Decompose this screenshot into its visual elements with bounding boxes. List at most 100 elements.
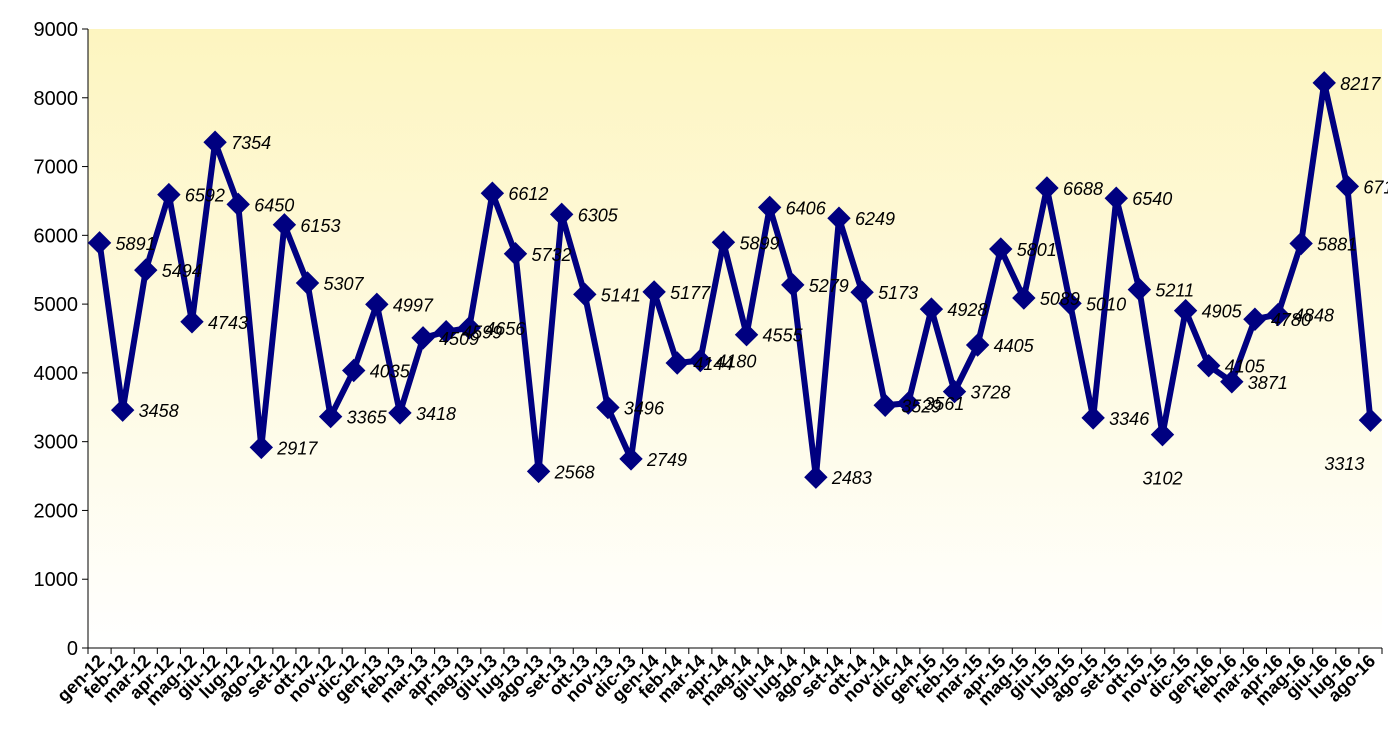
data-point-marker <box>226 192 250 217</box>
data-point-marker <box>457 316 481 340</box>
data-label: 6592 <box>185 186 225 206</box>
data-point-marker <box>850 280 874 304</box>
data-label: 5881 <box>1317 235 1357 255</box>
y-tick-label: 1000 <box>34 569 79 591</box>
data-label: 2483 <box>831 468 872 488</box>
data-label: 6450 <box>254 195 294 215</box>
data-point-marker <box>203 130 227 154</box>
y-tick-label: 9000 <box>34 19 79 41</box>
data-label: 3561 <box>924 394 964 414</box>
data-point-marker <box>1081 406 1105 430</box>
data-point-marker <box>1196 353 1221 378</box>
data-point-marker <box>1312 71 1336 95</box>
data-point-marker <box>157 182 181 207</box>
data-label: 4599 <box>462 323 502 343</box>
data-label: 4509 <box>439 329 479 349</box>
data-label: 8217 <box>1340 74 1381 94</box>
data-point-marker <box>873 393 897 417</box>
data-point-marker <box>688 348 713 373</box>
data-label: 4105 <box>1225 357 1266 377</box>
data-label: 4928 <box>947 300 987 320</box>
data-label: 2568 <box>554 462 595 482</box>
data-point-marker <box>1266 302 1290 327</box>
data-point-marker <box>480 181 505 205</box>
data-label: 5801 <box>1017 240 1057 260</box>
y-tick-label: 7000 <box>34 157 79 179</box>
data-label: 5089 <box>1040 289 1080 309</box>
data-point-marker <box>642 280 666 304</box>
data-point-marker <box>596 395 620 420</box>
data-point-marker <box>365 292 389 317</box>
data-label: 4905 <box>1202 302 1243 322</box>
data-label: 5494 <box>162 261 202 281</box>
data-label: 6612 <box>508 184 548 204</box>
y-tick-label: 4000 <box>34 363 79 385</box>
data-point-marker <box>1058 291 1082 316</box>
data-label: 4743 <box>208 313 248 333</box>
data-point-marker <box>1127 277 1152 302</box>
data-point-marker <box>318 404 343 429</box>
data-label: 6249 <box>855 209 895 229</box>
data-point-marker <box>434 319 458 344</box>
data-label: 3346 <box>1109 409 1150 429</box>
data-label: 4555 <box>763 326 804 346</box>
data-point-marker <box>1150 422 1175 447</box>
data-point-marker <box>134 258 158 282</box>
data-label: 6305 <box>578 205 619 225</box>
y-tick-label: 0 <box>67 638 78 660</box>
data-label: 3458 <box>139 401 179 421</box>
data-label: 5891 <box>116 234 156 254</box>
data-point-marker <box>549 202 574 227</box>
data-label: 2917 <box>276 438 318 458</box>
data-label: 5307 <box>324 274 365 294</box>
data-label: 5899 <box>739 233 779 253</box>
series-line-group <box>87 71 1383 489</box>
data-label: 6406 <box>786 198 827 218</box>
data-label: 2749 <box>646 450 687 470</box>
data-point-marker <box>1035 176 1059 200</box>
data-label: 4848 <box>1294 306 1334 326</box>
data-label: 6153 <box>300 216 340 236</box>
data-label: 3365 <box>347 408 388 428</box>
data-point-marker <box>1220 370 1244 394</box>
data-label: 7354 <box>231 133 271 153</box>
data-point-marker <box>619 447 643 471</box>
data-label: 4144 <box>693 354 733 374</box>
data-point-marker <box>87 231 112 255</box>
data-point-marker <box>1012 286 1036 310</box>
data-label: 5010 <box>1086 294 1126 314</box>
data-point-marker <box>1243 307 1267 331</box>
y-tick-label: 6000 <box>34 225 79 247</box>
data-point-marker <box>804 465 828 489</box>
y-tick-label: 3000 <box>34 432 79 454</box>
data-point-marker <box>896 391 921 415</box>
data-point-marker <box>965 333 990 357</box>
data-label: 5177 <box>670 283 711 303</box>
data-label: 4405 <box>994 336 1035 356</box>
data-point-marker <box>388 401 412 425</box>
data-point-marker <box>180 310 204 334</box>
data-label: 3102 <box>1142 469 1182 489</box>
data-label: 5211 <box>1155 281 1194 301</box>
data-point-marker <box>295 271 320 295</box>
data-labels: 5891 3458 5494 6592 4743 7354 6450 2917 6153 5307… <box>116 74 1388 489</box>
data-label: 5732 <box>531 245 571 265</box>
data-label: 5141 <box>601 285 641 305</box>
data-point-marker <box>734 323 759 347</box>
data-point-marker <box>942 379 967 404</box>
data-point-marker <box>342 358 366 383</box>
data-label: 4035 <box>370 361 411 381</box>
data-label: 6711 <box>1363 177 1388 197</box>
data-point-marker <box>1104 186 1128 210</box>
data-label: 3313 <box>1324 454 1364 474</box>
data-point-marker <box>919 297 944 321</box>
data-point-marker <box>711 230 736 254</box>
data-label: 3728 <box>971 383 1011 403</box>
data-label: 4780 <box>1271 310 1311 330</box>
y-tick-label: 5000 <box>34 294 79 316</box>
data-point-marker <box>1289 231 1313 256</box>
y-tick-label: 8000 <box>34 88 79 110</box>
data-label: 4997 <box>393 295 434 315</box>
data-label: 3418 <box>416 404 456 424</box>
